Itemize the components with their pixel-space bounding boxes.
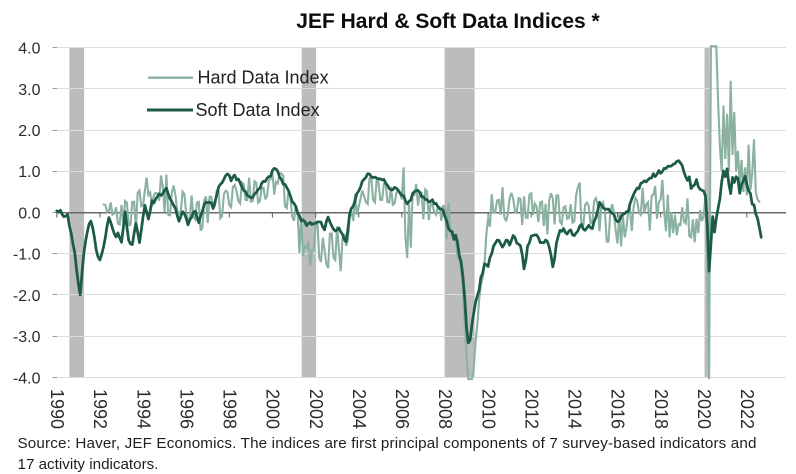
svg-text:3.0: 3.0: [18, 82, 40, 99]
svg-text:2.0: 2.0: [18, 123, 40, 140]
svg-text:4.0: 4.0: [18, 41, 40, 58]
svg-text:2022: 2022: [737, 389, 757, 429]
svg-text:1998: 1998: [220, 389, 240, 429]
svg-text:2002: 2002: [306, 389, 326, 429]
svg-text:1992: 1992: [90, 389, 110, 429]
svg-text:JEF Hard & Soft Data Indices *: JEF Hard & Soft Data Indices *: [296, 10, 600, 33]
svg-text:Source: Haver, JEF Economics.: Source: Haver, JEF Economics. The indice…: [18, 435, 757, 452]
svg-text:17 activity indicators.: 17 activity indicators.: [18, 456, 159, 473]
svg-text:1990: 1990: [47, 389, 67, 429]
svg-text:1.0: 1.0: [18, 164, 40, 181]
svg-text:2006: 2006: [392, 389, 412, 429]
svg-text:2014: 2014: [565, 389, 585, 429]
svg-text:-3.0: -3.0: [13, 329, 41, 346]
svg-text:-2.0: -2.0: [13, 288, 41, 305]
svg-text:-4.0: -4.0: [13, 370, 41, 387]
svg-text:2010: 2010: [478, 389, 498, 429]
svg-text:2012: 2012: [521, 389, 541, 429]
svg-text:Soft Data Index: Soft Data Index: [196, 100, 320, 120]
svg-text:2008: 2008: [435, 389, 455, 429]
svg-text:-1.0: -1.0: [13, 247, 41, 264]
svg-text:1996: 1996: [176, 389, 196, 429]
svg-text:2000: 2000: [263, 389, 283, 429]
svg-text:0.0: 0.0: [18, 206, 40, 223]
svg-text:2004: 2004: [349, 389, 369, 429]
svg-text:Hard Data Index: Hard Data Index: [198, 68, 329, 88]
svg-text:2018: 2018: [651, 389, 671, 429]
svg-text:2016: 2016: [608, 389, 628, 429]
svg-text:2020: 2020: [694, 389, 714, 429]
svg-text:1994: 1994: [133, 389, 153, 429]
